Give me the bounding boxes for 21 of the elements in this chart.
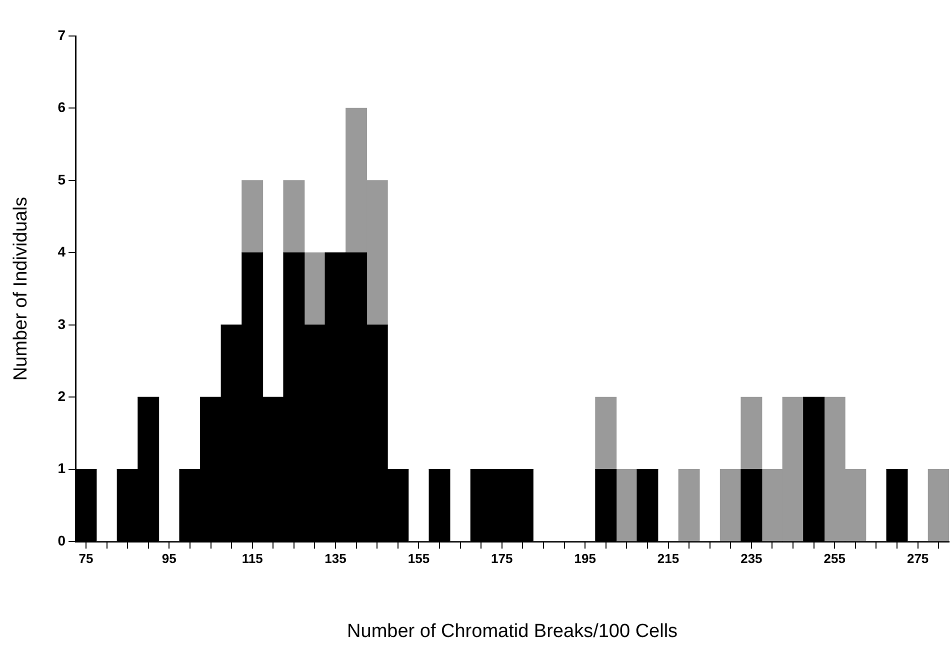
x-tick-label: 135 [324, 550, 346, 566]
x-tick-label: 235 [740, 550, 762, 566]
y-tick-label: 7 [58, 26, 66, 43]
x-tick-label: 195 [574, 550, 596, 566]
x-axis-title: Number of Chromatid Breaks/100 Cells [347, 620, 678, 642]
x-tick-label: 215 [657, 550, 680, 566]
y-tick-label: 4 [58, 244, 66, 260]
x-tick-label: 75 [78, 550, 94, 566]
y-tick-label: 3 [58, 316, 66, 332]
y-tick-label: 2 [58, 388, 66, 404]
x-tick-label: 115 [242, 550, 263, 566]
x-tick-label: 275 [906, 550, 929, 566]
x-tick-label: 255 [824, 550, 846, 566]
y-tick-label: 5 [58, 171, 66, 188]
y-tick-label: 1 [58, 460, 66, 476]
y-tick-label: 0 [58, 532, 66, 548]
y-axis-title: Number of Individuals [10, 196, 32, 381]
x-tick-label: 95 [162, 550, 176, 566]
y-tick-label: 6 [58, 99, 66, 116]
x-tick-label: 175 [491, 550, 513, 566]
x-tick-label: 155 [408, 550, 430, 566]
